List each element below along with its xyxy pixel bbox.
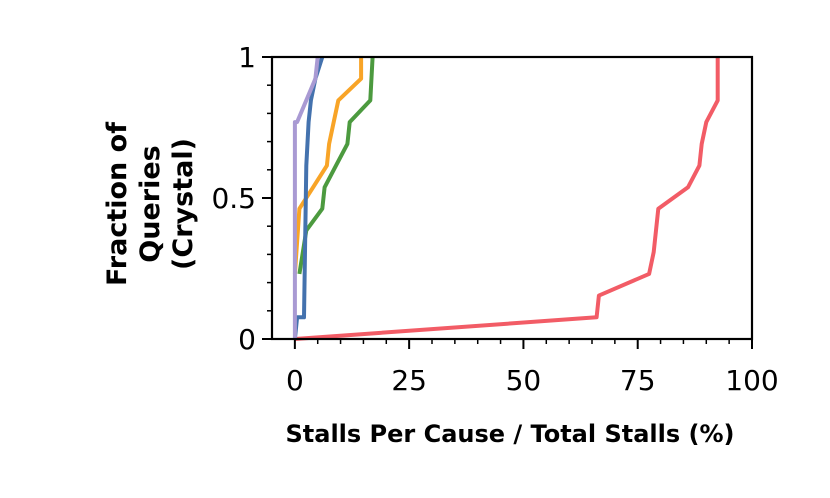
x-tick-label: 100: [725, 364, 778, 397]
x-tick-label: 75: [620, 364, 656, 397]
x-tick-label: 50: [506, 364, 542, 397]
y-tick-label: 0.5: [211, 182, 256, 215]
y-axis-title-line: (Crystal): [168, 138, 199, 270]
y-axis-title: Fraction ofQueries(Crystal): [102, 122, 199, 286]
series-line-5: [292, 56, 320, 339]
y-tick-label: 1: [238, 41, 256, 74]
y-axis-title-line: Queries: [135, 145, 166, 262]
y-tick-label: 0: [238, 323, 256, 356]
x-tick-label: 0: [286, 364, 304, 397]
x-tick-label: 25: [391, 364, 427, 397]
series-line-1: [294, 57, 720, 341]
plot-frame: [270, 55, 754, 341]
axes-layer: 0 25 50 75 100 0 0.5 1: [211, 41, 778, 397]
series-line-2: [297, 56, 375, 275]
y-axis-title-line: Fraction of: [102, 122, 133, 286]
series-layer: [292, 56, 720, 341]
x-axis-title: Stalls Per Cause / Total Stalls (%): [286, 420, 735, 448]
